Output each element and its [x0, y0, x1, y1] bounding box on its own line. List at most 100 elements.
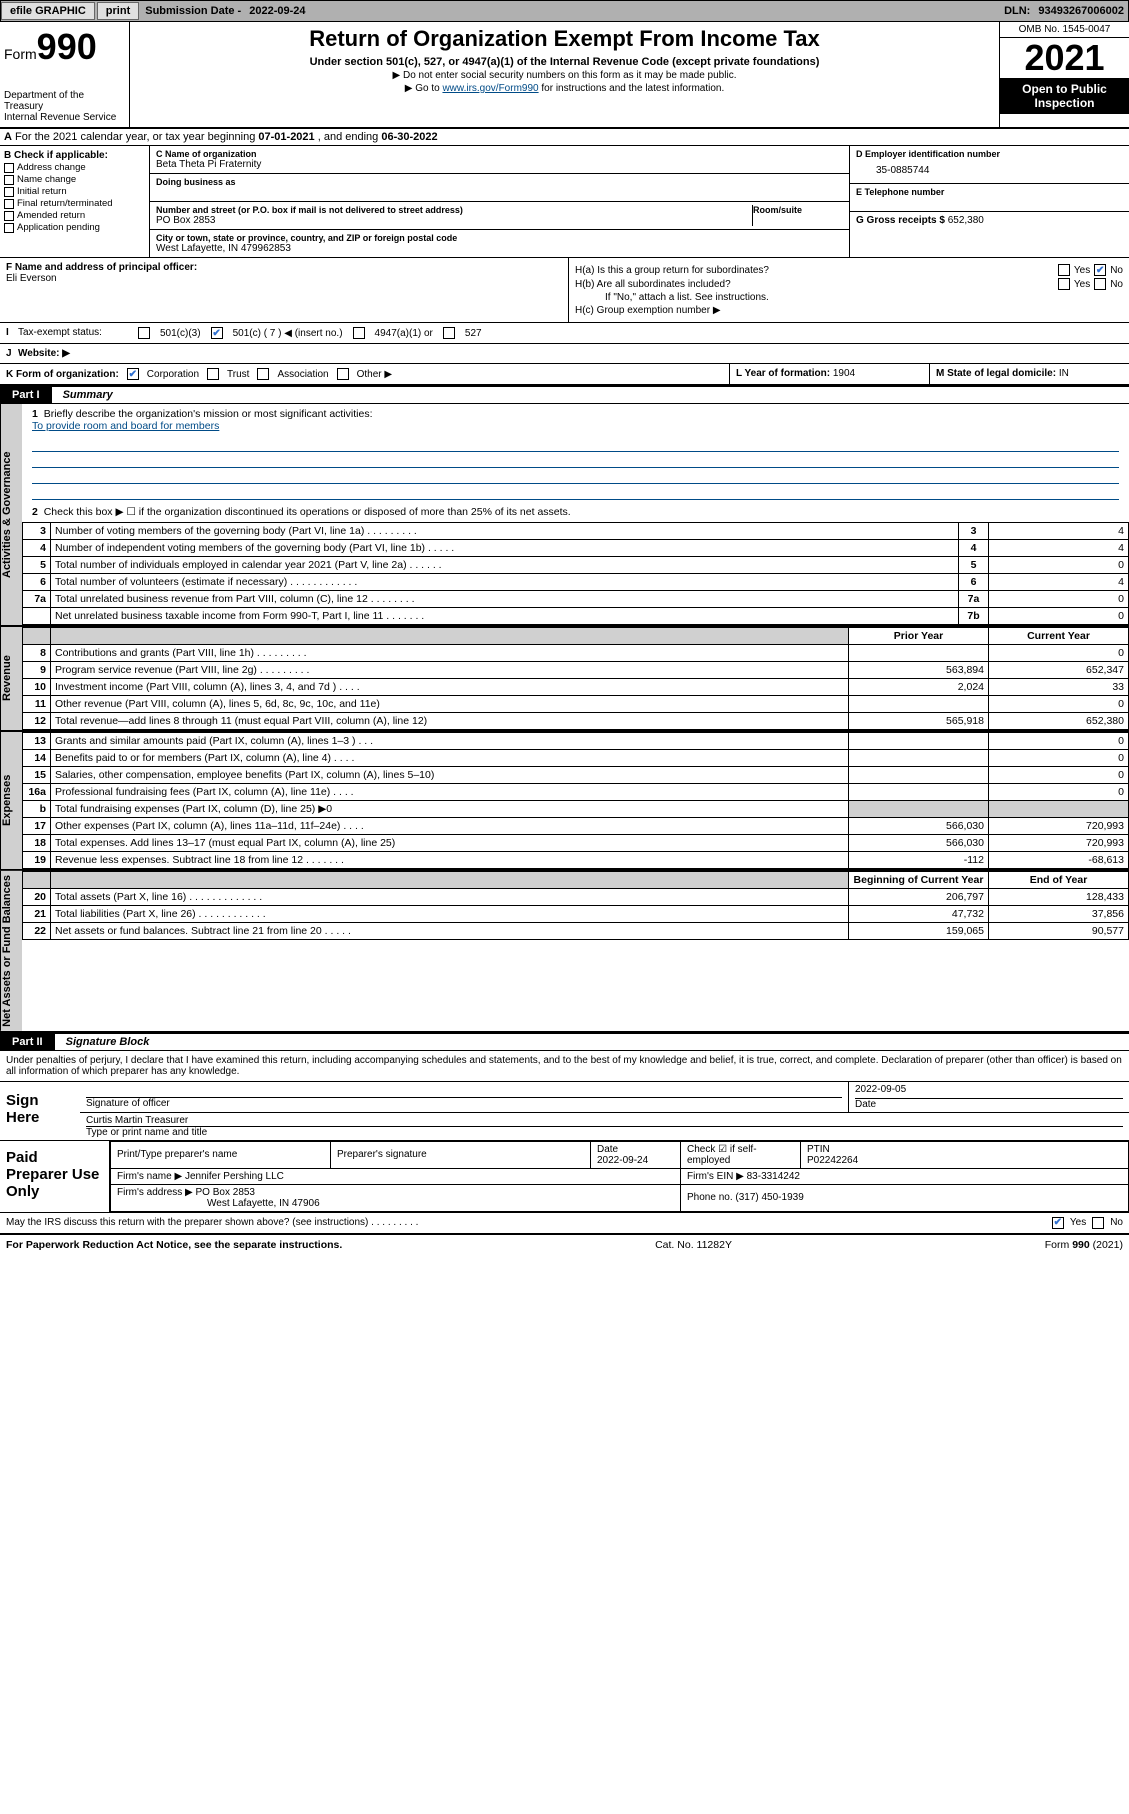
ha-no[interactable]: ✔ [1094, 264, 1106, 276]
tax-year-line: A For the 2021 calendar year, or tax yea… [0, 128, 1129, 146]
form-subtitle: Under section 501(c), 527, or 4947(a)(1)… [138, 56, 991, 68]
part2-header: Part II Signature Block [0, 1033, 1129, 1051]
ha-yes[interactable] [1058, 264, 1070, 276]
form-number: Form990 [4, 26, 125, 68]
table-row: 19Revenue less expenses. Subtract line 1… [23, 852, 1129, 869]
blank-line [32, 438, 1119, 452]
form-label: Form [4, 46, 37, 62]
submission-date: 2022-09-24 [245, 5, 309, 17]
tax-exempt-label: Tax-exempt status: [12, 323, 132, 343]
print-button[interactable]: print [97, 2, 139, 20]
chk-527[interactable] [443, 327, 455, 339]
table-row: 15Salaries, other compensation, employee… [23, 767, 1129, 784]
discuss-yes[interactable]: ✔ [1052, 1217, 1064, 1229]
discuss-question: May the IRS discuss this return with the… [0, 1213, 1046, 1233]
page-footer: For Paperwork Reduction Act Notice, see … [0, 1234, 1129, 1255]
q2-num: 2 [32, 506, 38, 518]
table-row: 12Total revenue—add lines 8 through 11 (… [23, 713, 1129, 730]
year-formation: 1904 [833, 368, 855, 379]
paid-preparer-label: Paid Preparer Use Only [0, 1141, 110, 1212]
chk-address[interactable]: Address change [4, 162, 145, 173]
governance-section: Activities & Governance 1 Briefly descri… [0, 404, 1129, 627]
chk-501c3[interactable] [138, 327, 150, 339]
chk-other[interactable] [337, 368, 349, 380]
org-city: West Lafayette, IN 479962853 [156, 243, 843, 254]
table-row: 14Benefits paid to or for members (Part … [23, 750, 1129, 767]
table-header: Prior YearCurrent Year [23, 628, 1129, 645]
room-label: Room/suite [753, 205, 843, 215]
form-title: Return of Organization Exempt From Incom… [138, 26, 991, 52]
line-a-text1: For the 2021 calendar year, or tax year … [15, 131, 258, 143]
ptin-value: P02242264 [807, 1155, 858, 1166]
chk-final[interactable]: Final return/terminated [4, 198, 145, 209]
governance-table: 3Number of voting members of the governi… [22, 522, 1129, 625]
chk-amended[interactable]: Amended return [4, 210, 145, 221]
revenue-table: Prior YearCurrent Year8Contributions and… [22, 627, 1129, 730]
tel-label: E Telephone number [856, 187, 1123, 197]
discuss-no[interactable] [1092, 1217, 1104, 1229]
box-b-title: B Check if applicable: [4, 150, 145, 161]
prep-date-hdr: Date [597, 1144, 618, 1155]
firm-name-label: Firm's name ▶ [117, 1171, 185, 1182]
ptin-hdr: PTIN [807, 1144, 830, 1155]
table-row: 10Investment income (Part VIII, column (… [23, 679, 1129, 696]
part2-label: Part II [0, 1034, 55, 1050]
paperwork-notice: For Paperwork Reduction Act Notice, see … [6, 1239, 342, 1251]
sign-here-label: Sign Here [0, 1082, 80, 1140]
officer-block: F Name and address of principal officer:… [0, 258, 1129, 323]
org-name-label: C Name of organization [156, 149, 843, 159]
h-b-note: If "No," attach a list. See instructions… [575, 292, 1123, 303]
hb-yes[interactable] [1058, 278, 1070, 290]
table-row: Net unrelated business taxable income fr… [23, 608, 1129, 625]
chk-trust[interactable] [207, 368, 219, 380]
self-emp-hdr: Check ☑ if self-employed [687, 1144, 757, 1166]
table-row: 16aProfessional fundraising fees (Part I… [23, 784, 1129, 801]
dln-value: 93493267006002 [1034, 5, 1128, 17]
firm-addr2: West Lafayette, IN 47906 [117, 1198, 320, 1209]
chk-assoc[interactable] [257, 368, 269, 380]
sig-officer-label: Signature of officer [86, 1098, 842, 1109]
expenses-section: Expenses 13Grants and similar amounts pa… [0, 732, 1129, 871]
part2-title: Signature Block [58, 1036, 150, 1048]
irs-link[interactable]: www.irs.gov/Form990 [442, 83, 538, 94]
officer-label: F Name and address of principal officer: [6, 262, 197, 273]
year-formation-label: L Year of formation: [736, 368, 833, 379]
firm-phone-label: Phone no. [687, 1192, 735, 1203]
table-row: 6Total number of volunteers (estimate if… [23, 574, 1129, 591]
part1-header: Part I Summary [0, 386, 1129, 404]
firm-ein-label: Firm's EIN ▶ [687, 1171, 747, 1182]
chk-initial[interactable]: Initial return [4, 186, 145, 197]
city-label: City or town, state or province, country… [156, 233, 843, 243]
submission-label: Submission Date - [141, 5, 245, 17]
domicile-state: IN [1059, 368, 1069, 379]
chk-name[interactable]: Name change [4, 174, 145, 185]
chk-4947[interactable] [353, 327, 365, 339]
dept-treasury: Department of the Treasury [4, 90, 125, 112]
dln-label: DLN: [1000, 5, 1034, 17]
topbar: efile GRAPHIC print Submission Date - 20… [0, 0, 1129, 22]
vtab-governance: Activities & Governance [0, 404, 22, 625]
name-title-label: Type or print name and title [86, 1126, 1123, 1138]
cat-no: Cat. No. 11282Y [655, 1239, 732, 1251]
chk-501c[interactable]: ✔ [211, 327, 223, 339]
sig-date-label: Date [855, 1098, 1123, 1110]
table-row: 11Other revenue (Part VIII, column (A), … [23, 696, 1129, 713]
table-row: 20Total assets (Part X, line 16) . . . .… [23, 889, 1129, 906]
row-k: K Form of organization: ✔Corporation Tru… [0, 364, 1129, 386]
table-row: 4Number of independent voting members of… [23, 540, 1129, 557]
table-row: 5Total number of individuals employed in… [23, 557, 1129, 574]
table-row: 17Other expenses (Part IX, column (A), l… [23, 818, 1129, 835]
hb-no[interactable] [1094, 278, 1106, 290]
blank-line [32, 454, 1119, 468]
line-a-text2: , and ending [318, 131, 382, 143]
table-row: 9Program service revenue (Part VIII, lin… [23, 662, 1129, 679]
chk-corp[interactable]: ✔ [127, 368, 139, 380]
tax-year-end: 06-30-2022 [381, 131, 437, 143]
chk-pending[interactable]: Application pending [4, 222, 145, 233]
identity-block: B Check if applicable: Address change Na… [0, 146, 1129, 258]
prep-sig-hdr: Preparer's signature [337, 1149, 427, 1160]
firm-name: Jennifer Pershing LLC [185, 1171, 284, 1182]
website-label: Website: ▶ [18, 348, 70, 359]
goto-prefix: ▶ Go to [405, 83, 443, 94]
box-d: D Employer identification number 35-0885… [849, 146, 1129, 257]
